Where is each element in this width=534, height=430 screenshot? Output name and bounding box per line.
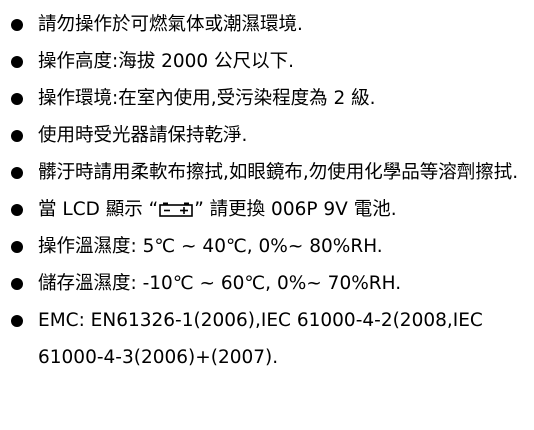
bullet-icon bbox=[11, 129, 23, 142]
list-item: 請勿操作於可燃氣体或潮濕環境. bbox=[8, 6, 530, 43]
spec-list: 請勿操作於可燃氣体或潮濕環境. 操作高度:海拔 2000 公尺以下. 操作環境:… bbox=[8, 6, 530, 376]
list-item: 髒汙時請用柔軟布擦拭,如眼鏡布,勿使用化學品等溶劑擦拭. bbox=[8, 154, 530, 191]
list-item: 操作環境:在室內使用,受污染程度為 2 級. bbox=[8, 80, 530, 117]
item-text: 操作環境:在室內使用,受污染程度為 2 級. bbox=[38, 88, 376, 109]
item-text: 使用時受光器請保持乾淨. bbox=[38, 125, 248, 146]
list-item: 儲存溫濕度: -10℃ ~ 60℃, 0%~ 70%RH. bbox=[8, 265, 530, 302]
list-item: 使用時受光器請保持乾淨. bbox=[8, 117, 530, 154]
bullet-icon bbox=[11, 18, 23, 31]
item-text: 請勿操作於可燃氣体或潮濕環境. bbox=[38, 14, 303, 35]
battery-icon bbox=[159, 202, 194, 217]
list-item: 當 LCD 顯示 “ ” 請更換 006P 9V 電池. bbox=[8, 191, 530, 228]
list-item: 操作高度:海拔 2000 公尺以下. bbox=[8, 43, 530, 80]
item-text: EMC: EN61326-1(2006),IEC 61000-4-2(2008,… bbox=[38, 310, 483, 368]
list-item: 操作溫濕度: 5℃ ~ 40℃, 0%~ 80%RH. bbox=[8, 228, 530, 265]
bullet-icon bbox=[11, 277, 23, 290]
item-text-after: ” 請更換 006P 9V 電池. bbox=[194, 199, 397, 220]
bullet-icon bbox=[11, 240, 23, 253]
list-item: EMC: EN61326-1(2006),IEC 61000-4-2(2008,… bbox=[8, 302, 530, 376]
item-text: 儲存溫濕度: -10℃ ~ 60℃, 0%~ 70%RH. bbox=[38, 273, 402, 294]
item-text-before: 當 LCD 顯示 “ bbox=[38, 199, 159, 220]
item-text: 操作高度:海拔 2000 公尺以下. bbox=[38, 51, 294, 72]
bullet-icon bbox=[11, 92, 23, 105]
item-text: 髒汙時請用柔軟布擦拭,如眼鏡布,勿使用化學品等溶劑擦拭. bbox=[38, 162, 519, 183]
bullet-icon bbox=[11, 314, 23, 327]
item-text: 操作溫濕度: 5℃ ~ 40℃, 0%~ 80%RH. bbox=[38, 236, 383, 257]
bullet-icon bbox=[11, 166, 23, 179]
bullet-icon bbox=[11, 203, 23, 216]
bullet-icon bbox=[11, 55, 23, 68]
